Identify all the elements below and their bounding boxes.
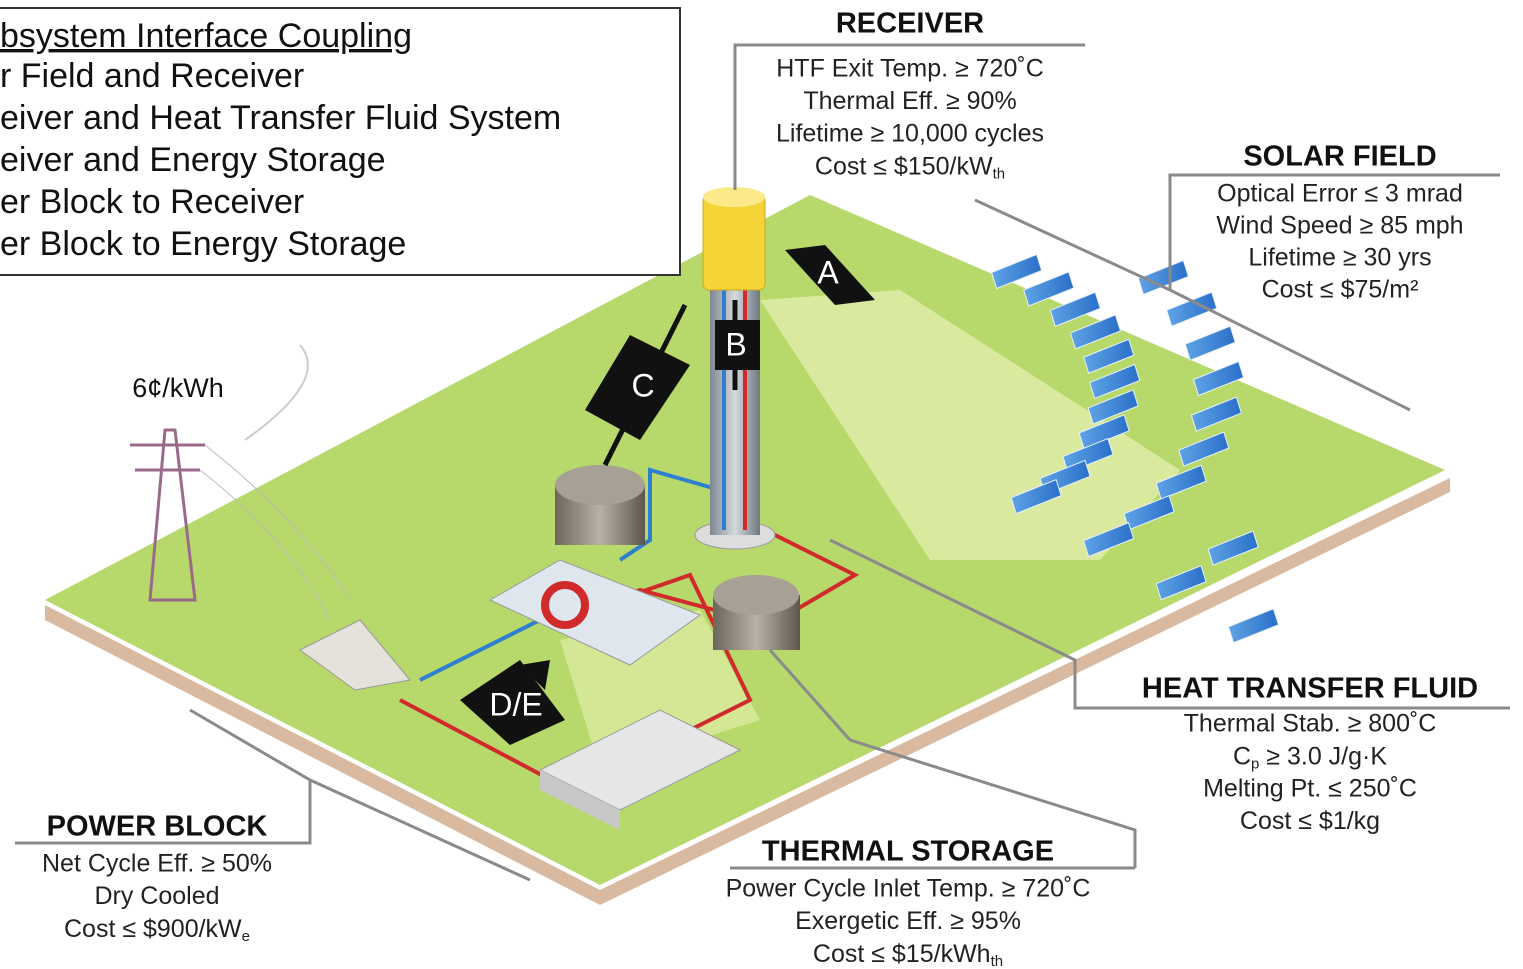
spec-subscript: th xyxy=(993,165,1006,182)
tank xyxy=(555,465,645,545)
section-title: RECEIVER xyxy=(836,8,984,40)
spec-subscript: th xyxy=(991,953,1004,969)
legend-item: er Block to Energy Storage xyxy=(0,225,406,263)
section-title: HEAT TRANSFER FLUID xyxy=(1142,673,1478,705)
spec-subscript: e xyxy=(242,928,250,945)
spec-line: Lifetime ≥ 30 yrs xyxy=(1248,244,1431,272)
tank xyxy=(713,575,800,650)
spec-line: Cp ≥ 3.0 J/g·K xyxy=(1233,742,1387,772)
interface-label: A xyxy=(817,254,839,290)
interface-label: D/E xyxy=(489,686,542,722)
legend-item: eiver and Heat Transfer Fluid System xyxy=(0,99,561,137)
spec-line: Lifetime ≥ 10,000 cycles xyxy=(776,120,1044,148)
spec-line: Wind Speed ≥ 85 mph xyxy=(1216,212,1463,240)
spec-line: Dry Cooled xyxy=(94,882,219,910)
section-title: THERMAL STORAGE xyxy=(762,836,1054,868)
legend-title: bsystem Interface Coupling xyxy=(0,17,412,55)
interface-label: B xyxy=(725,326,746,362)
spec-line: Cost ≤ $900/kWe xyxy=(64,915,250,945)
heliostat xyxy=(1229,609,1279,643)
spec-text: Cost ≤ $15/kWh xyxy=(813,940,991,968)
heliostat xyxy=(1185,326,1235,360)
spec-line: Exergetic Eff. ≥ 95% xyxy=(795,907,1021,935)
spec-line: Thermal Eff. ≥ 90% xyxy=(803,87,1016,115)
section-title: SOLAR FIELD xyxy=(1243,141,1436,173)
spec-line: Cost ≤ $75/m² xyxy=(1262,276,1419,304)
legend-item: eiver and Energy Storage xyxy=(0,141,386,179)
spec-line: Melting Pt. ≤ 250˚C xyxy=(1203,775,1417,803)
spec-line: Net Cycle Eff. ≥ 50% xyxy=(42,850,272,878)
spec-text: Cost ≤ $150/kW xyxy=(815,152,993,180)
receiver xyxy=(703,195,765,290)
heliostat xyxy=(992,255,1042,289)
diagram: bsystem Interface Coupling 6¢/kWh A B C … xyxy=(0,0,1523,969)
spec-text: Cost ≤ $900/kW xyxy=(64,915,242,943)
spec-line: HTF Exit Temp. ≥ 720˚C xyxy=(776,55,1044,83)
legend-item: r Field and Receiver xyxy=(0,57,304,95)
spec-line: Optical Error ≤ 3 mrad xyxy=(1217,180,1463,208)
spec-line: Cost ≤ $1/kg xyxy=(1240,807,1380,835)
interface-label: C xyxy=(631,367,654,403)
spec-text: C xyxy=(1233,742,1251,770)
legend-item: er Block to Receiver xyxy=(0,183,304,221)
spec-line: Cost ≤ $150/kWth xyxy=(815,152,1005,182)
spec-line: Cost ≤ $15/kWhth xyxy=(813,940,1003,969)
spec-text: ≥ 3.0 J/g·K xyxy=(1259,742,1387,770)
price-label: 6¢/kWh xyxy=(132,373,224,403)
spec-line: Thermal Stab. ≥ 800˚C xyxy=(1184,710,1437,738)
spec-line: Power Cycle Inlet Temp. ≥ 720˚C xyxy=(726,875,1091,903)
spec-subscript: p xyxy=(1251,755,1259,772)
section-title: POWER BLOCK xyxy=(47,811,268,843)
